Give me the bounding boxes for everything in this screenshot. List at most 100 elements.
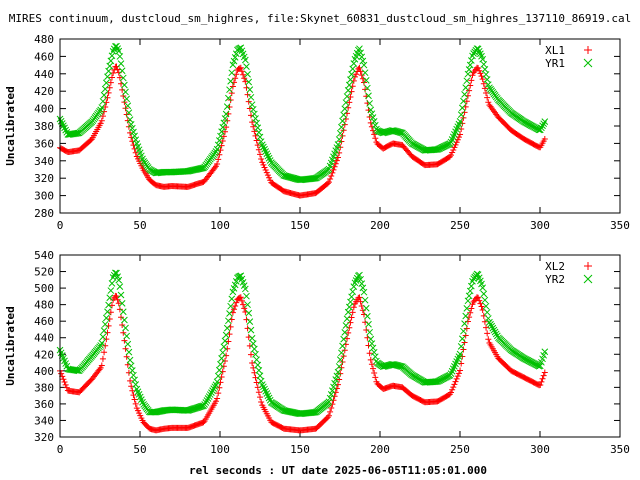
data-point [448, 389, 455, 396]
data-point [197, 165, 205, 172]
y-tick-label: 320 [34, 172, 54, 185]
data-point [486, 318, 493, 326]
data-point [221, 337, 229, 345]
data-point [122, 88, 129, 96]
data-point [454, 373, 461, 380]
data-point [101, 85, 109, 93]
data-point [216, 151, 223, 158]
data-point [262, 167, 269, 174]
y-tick-label: 340 [34, 414, 54, 427]
data-point [228, 295, 236, 303]
data-point [480, 60, 488, 68]
data-point [221, 115, 229, 122]
data-point [541, 369, 548, 376]
data-point [108, 52, 116, 60]
data-point [462, 84, 470, 91]
data-point [115, 47, 123, 55]
data-point [344, 308, 352, 316]
data-point [479, 284, 486, 292]
data-point [336, 129, 344, 137]
data-point [226, 86, 233, 94]
data-point [460, 346, 467, 353]
data-point [364, 312, 371, 320]
data-point [368, 361, 375, 368]
data-point [347, 298, 354, 306]
data-point [252, 115, 259, 122]
data-point [241, 305, 248, 312]
data-point [334, 141, 342, 148]
x-tick-label: 150 [290, 443, 310, 456]
data-point [348, 70, 355, 78]
y-tick-label: 420 [34, 85, 54, 98]
data-point [218, 128, 225, 136]
data-point [345, 81, 353, 89]
data-point [247, 93, 255, 101]
y-tick-label: 540 [34, 249, 54, 262]
data-point [251, 128, 258, 135]
data-point [121, 81, 128, 89]
data-point [539, 122, 546, 130]
data-point [214, 161, 221, 168]
data-point [370, 365, 377, 372]
plot-frame [59, 38, 621, 214]
data-point [360, 61, 368, 69]
data-point [487, 320, 494, 328]
data-point [360, 288, 368, 296]
data-point [213, 378, 221, 386]
data-point [349, 288, 357, 296]
data-point [340, 335, 348, 343]
data-point [115, 300, 122, 307]
data-point [119, 322, 126, 328]
data-point [481, 318, 488, 325]
data-point [343, 93, 351, 100]
chart-title: MIRES continuum, dustcloud_sm_highres, f… [9, 12, 632, 25]
data-point [331, 163, 338, 170]
y-tick-label: 420 [34, 348, 54, 361]
data-point [371, 353, 379, 361]
data-point [467, 57, 475, 64]
data-point [243, 316, 250, 323]
data-point [254, 142, 261, 149]
data-point [238, 68, 245, 75]
data-point [363, 326, 370, 333]
data-point [357, 298, 364, 305]
y-tick-label: 460 [34, 315, 54, 328]
data-point [481, 296, 489, 304]
data-point [538, 378, 545, 385]
y-tick-label: 280 [34, 207, 54, 220]
data-point [329, 401, 336, 408]
data-point [225, 338, 232, 345]
data-point [212, 398, 219, 405]
data-point [251, 345, 258, 353]
data-point [60, 376, 67, 383]
y-tick-label: 320 [34, 431, 54, 444]
data-point [356, 45, 363, 53]
legend-marker [584, 46, 592, 54]
data-point [266, 174, 273, 181]
data-point [99, 113, 106, 120]
x-tick-label: 250 [450, 443, 470, 456]
data-point [105, 67, 112, 75]
data-point [359, 307, 366, 314]
data-point [358, 53, 366, 61]
data-point [340, 111, 348, 119]
data-point [260, 161, 267, 168]
y-tick-label: 360 [34, 398, 54, 411]
data-point [457, 343, 465, 350]
data-point [467, 309, 474, 316]
data-point [473, 294, 480, 301]
x-tick-label: 100 [210, 443, 230, 456]
data-point [106, 62, 114, 70]
data-point [255, 129, 263, 136]
data-point [341, 121, 348, 128]
x-tick-label: 300 [530, 219, 550, 232]
data-point [233, 71, 240, 78]
data-point [98, 104, 106, 111]
data-point [266, 157, 274, 164]
data-point [485, 99, 492, 106]
data-point [325, 398, 333, 406]
data-point [249, 119, 256, 126]
data-point [333, 372, 341, 380]
y-axis-label: Uncalibrated [4, 306, 17, 385]
data-point [105, 301, 112, 309]
